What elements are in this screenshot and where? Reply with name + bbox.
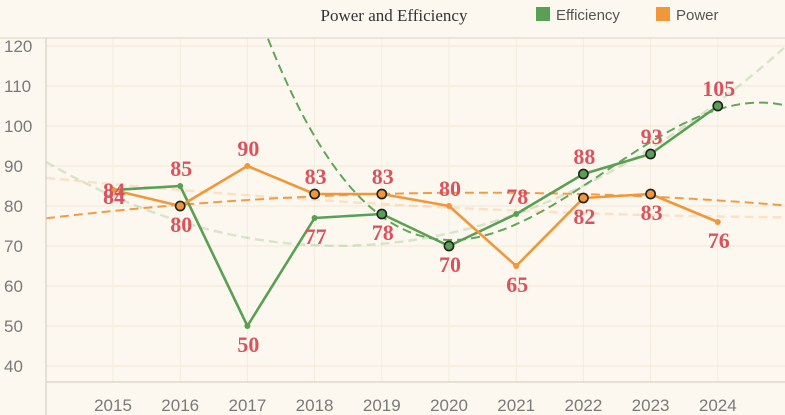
data-label-power-2017: 90 [237,136,259,161]
y-tick-label-90: 90 [4,157,23,176]
point-efficiency-2016 [177,183,184,189]
y-tick-label-100: 100 [4,117,32,136]
data-label-efficiency-2016: 85 [170,156,192,181]
x-tick-label-2022: 2022 [564,396,602,415]
point-efficiency-2024 [712,100,724,112]
y-tick-label-70: 70 [4,237,23,256]
data-label-efficiency-2015: 84 [103,178,125,203]
point-efficiency-2019 [376,208,388,220]
y-tick-label-120: 120 [4,37,32,56]
data-label-efficiency-2017: 50 [237,332,259,357]
point-efficiency-2023 [645,148,656,160]
data-labels: 84 85 50 77 78 70 78 88 93 105 84 80 90 83 83 80 65 82 83 7… [103,76,735,357]
x-tick-label-2017: 2017 [228,396,266,415]
legend: Efficiency Power [536,7,719,24]
point-efficiency-2022 [578,168,589,180]
data-label-efficiency-2018: 77 [305,224,327,249]
y-tick-label-50: 50 [4,317,23,336]
x-tick-label-2016: 2016 [161,396,199,415]
x-tick-label-2021: 2021 [497,396,535,415]
trend-all-efficiency [45,47,785,248]
data-label-power-2021: 65 [506,272,528,297]
point-efficiency-2020 [443,240,455,252]
x-tick-label-2018: 2018 [296,396,334,415]
series-line-power [112,164,719,268]
trend-all-power [45,176,784,219]
data-label-power-2020: 80 [439,176,461,201]
data-label-efficiency-2020: 70 [439,252,461,277]
legend-swatch-power [656,7,670,21]
point-power-2021 [513,263,520,269]
point-power-2022 [578,192,589,204]
y-tick-label-110: 110 [4,77,31,96]
data-label-power-2023: 83 [641,200,663,225]
point-power-2019 [376,188,388,200]
axes [0,37,785,415]
y-tick-label-60: 60 [4,277,23,296]
x-tick-label-2019: 2019 [363,396,401,415]
data-label-efficiency-2022: 88 [573,144,595,169]
point-efficiency-2021 [513,211,520,217]
legend-swatch-efficiency [536,7,550,21]
data-label-efficiency-2023: 93 [641,124,663,149]
x-tick-label-2024: 2024 [699,396,737,415]
tick-labels: 40 50 60 70 80 90 100 110 120 2015 2016 2017 2018 201… [4,37,737,415]
data-label-power-2015: 84 [103,184,125,209]
y-tick-label-80: 80 [4,197,23,216]
chart-title: Power and Efficiency [321,6,468,25]
x-tick-label-2015: 2015 [94,396,132,415]
data-label-efficiency-2019: 78 [372,220,394,245]
x-tick-label-2023: 2023 [632,396,670,415]
x-tick-label-2020: 2020 [430,396,468,415]
data-label-power-2022: 82 [573,204,595,229]
legend-label-power: Power [676,7,719,24]
point-power-2023 [645,188,656,200]
point-power-2020 [446,203,452,209]
data-label-power-2016: 80 [170,212,192,237]
y-tick-label-40: 40 [4,357,23,376]
data-label-efficiency-2024: 105 [702,76,735,101]
series-line-efficiency [112,104,719,328]
legend-label-efficiency: Efficiency [556,7,620,24]
point-power-2016 [174,200,186,212]
point-power-2024 [714,219,721,225]
point-power-2015 [110,187,116,193]
point-power-2018 [309,188,320,200]
data-label-efficiency-2021: 78 [506,184,528,209]
data-label-power-2018: 83 [305,164,327,189]
point-power-2017 [244,163,251,169]
data-label-power-2019: 83 [372,164,394,189]
point-efficiency-2018 [311,215,318,221]
series-layer [110,100,724,329]
data-label-power-2024: 76 [708,228,730,253]
point-efficiency-2017 [244,323,251,329]
trend-highlighted-efficiency [267,38,785,241]
